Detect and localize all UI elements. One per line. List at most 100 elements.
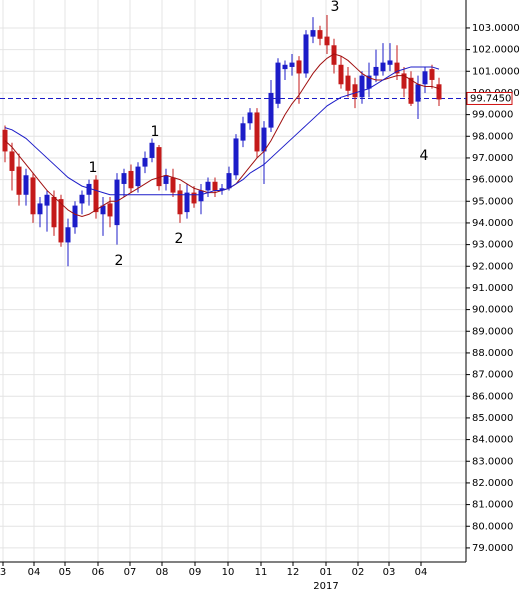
x-tick-label: 09 [189,567,202,578]
candle-body [254,112,260,152]
candle-body [156,147,162,187]
candle-body [177,190,183,215]
candle-body [219,188,225,191]
x-tick-label: 04 [415,567,428,578]
wave-annotation: 3 [331,0,340,15]
y-tick-label: 81.0000 [472,500,513,511]
candle-body [317,30,323,39]
candle-body [233,138,239,176]
x-tick-label: 03 [383,567,396,578]
candle-body [121,173,127,184]
y-tick-label: 89.0000 [472,326,513,337]
candle-body [394,62,400,74]
candle-body [163,175,169,184]
candle-body [415,84,421,102]
candle-body [135,166,141,187]
candle-body [9,151,15,171]
x-tick-label: 04 [28,567,41,578]
candle-body [359,75,365,98]
candle-body [51,196,57,228]
candle-body [338,64,344,85]
y-tick-label: 83.0000 [472,456,513,467]
y-tick-label: 97.0000 [472,153,513,164]
x-sublabel: 2017 [313,581,338,592]
y-tick-label: 88.0000 [472,348,513,359]
wave-annotation: 2 [175,231,184,247]
x-tick-label: 08 [156,567,169,578]
x-tick-label: 3 [0,567,6,578]
candle-body [408,77,414,104]
candle-body [429,69,435,80]
candle-body [303,34,309,74]
wave-annotation: 2 [115,253,124,269]
candle-body [247,112,253,124]
candle-body [212,181,218,191]
y-tick-label: 90.0000 [472,305,513,316]
candle-body [275,62,281,104]
candle-body [198,190,204,202]
candle-body [72,205,78,228]
y-tick-label: 92.0000 [472,261,513,272]
wave-annotation: 4 [420,148,429,164]
candle-body [30,177,36,215]
candle-body [107,203,113,217]
candle-body [422,71,428,85]
y-tick-label: 86.0000 [472,391,513,402]
candle-body [268,92,274,128]
last-price-box [466,91,513,105]
candle-body [191,192,197,204]
candle-body [387,60,393,65]
candle-body [373,66,379,76]
candle-body [324,36,330,46]
y-tick-label: 85.0000 [472,413,513,424]
candle-body [296,60,302,74]
x-tick-label: 12 [287,567,300,578]
wave-annotation: 1 [151,124,160,140]
y-tick-label: 98.0000 [472,131,513,142]
y-tick-label: 93.0000 [472,240,513,251]
last-price-label: 99.7450 [470,93,511,104]
candle-body [331,45,337,65]
y-tick-label: 101.0000 [472,66,520,77]
y-tick-label: 87.0000 [472,370,513,381]
candle-body [282,64,288,70]
candle-body [345,75,351,91]
candle-body [149,142,155,158]
y-tick-label: 95.0000 [472,196,513,207]
candle-body [170,177,176,193]
candle-body [93,179,99,213]
candle-body [79,194,85,204]
candle-body [310,30,316,37]
y-tick-label: 79.0000 [472,543,513,554]
candle-body [240,123,246,141]
candle-body [261,127,267,152]
x-tick-label: 07 [124,567,137,578]
y-tick-label: 91.0000 [472,283,513,294]
candle-body [142,157,148,167]
y-tick-label: 103.0000 [472,23,520,34]
y-tick-label: 84.0000 [472,435,513,446]
candle-body [436,84,442,100]
candle-body [226,173,232,189]
candle-body [289,62,295,67]
y-tick-label: 99.0000 [472,110,513,121]
candle-body [58,199,64,243]
moving-average-line [4,66,440,196]
candle-body [205,181,211,191]
candle-body [184,192,190,213]
y-tick-label: 102.0000 [472,45,520,56]
candle-body [380,62,386,72]
candle-body [401,73,407,89]
wave-annotation: 1 [89,160,98,176]
candle-body [128,170,134,189]
x-tick-label: 01 [320,567,333,578]
y-tick-label: 80.0000 [472,521,513,532]
candle-body [16,166,22,195]
candle-body [114,179,120,226]
candle-body [65,227,71,243]
x-tick-label: 05 [59,567,72,578]
candle-body [352,84,358,98]
candle-body [23,175,29,195]
